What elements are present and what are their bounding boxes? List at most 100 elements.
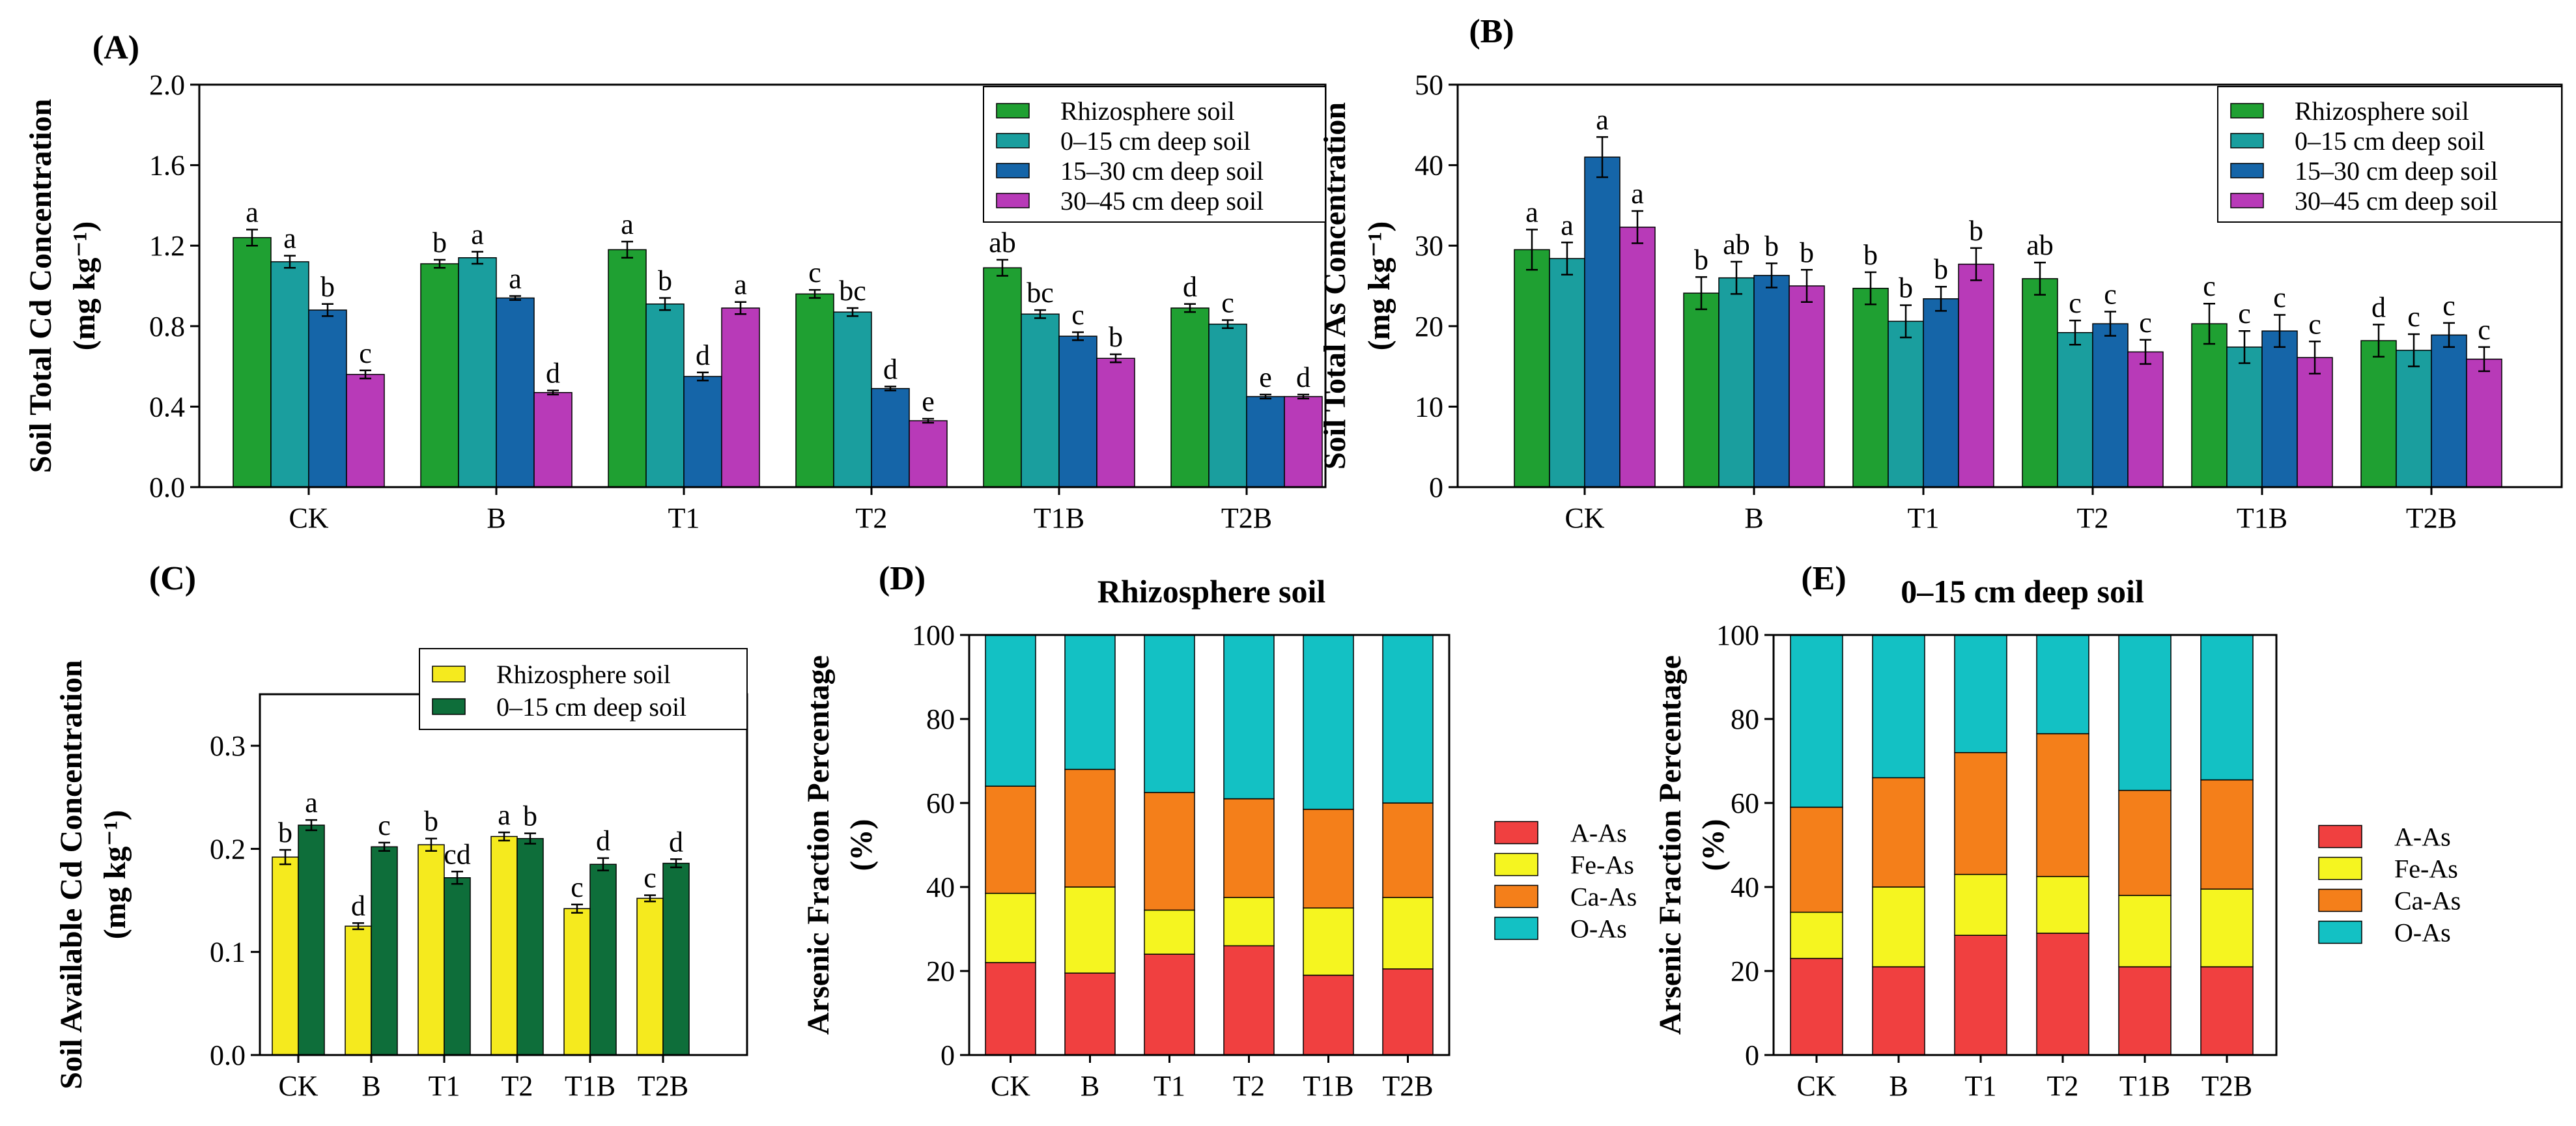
panel-label: (E) <box>1801 560 1846 597</box>
legend-label: Ca-As <box>2394 886 2461 916</box>
significance-label: c <box>2139 307 2152 339</box>
legend-label: 0–15 cm deep soil <box>496 692 686 722</box>
bar <box>1958 263 1994 488</box>
significance-label: b <box>523 800 537 832</box>
x-tick-label: T1 <box>668 502 700 534</box>
significance-label: c <box>644 862 657 894</box>
significance-label: b <box>278 817 292 849</box>
bar <box>645 303 685 488</box>
bar-segment <box>2036 634 2089 735</box>
bar-segment <box>2118 895 2172 968</box>
significance-label: a <box>471 218 484 250</box>
bar <box>233 237 272 488</box>
x-tick-label: T2B <box>638 1070 688 1102</box>
bar-segment <box>1303 907 1354 976</box>
significance-label: cd <box>444 838 471 870</box>
legend-label: O-As <box>2394 918 2451 948</box>
legend-swatch <box>432 666 466 683</box>
bar <box>496 297 535 488</box>
legend-swatch <box>1494 821 1538 845</box>
x-tick-label: T2 <box>2077 502 2109 534</box>
x-tick-label: CK <box>278 1070 318 1102</box>
y-tick-label: 50 <box>1415 69 1443 101</box>
significance-label: a <box>1561 209 1574 241</box>
y-axis-unit: (mg kg⁻¹) <box>98 810 132 939</box>
legend-box <box>419 648 748 730</box>
significance-label: c <box>1221 287 1234 319</box>
bar-segment <box>2200 779 2254 890</box>
plot-frame <box>1772 634 2278 1056</box>
significance-label: b <box>320 271 335 303</box>
significance-label: b <box>1694 244 1708 275</box>
bar <box>1683 292 1720 488</box>
bar-segment <box>1872 634 1925 779</box>
significance-label: a <box>1631 178 1644 210</box>
chart-panel-2: (B) Soil Total As Concentration (mg kg⁻¹) 0… <box>1318 13 2563 534</box>
y-tick-label: 40 <box>1731 871 1759 903</box>
significance-label: a <box>305 787 318 819</box>
significance-label: a <box>621 208 634 240</box>
bar <box>308 309 347 488</box>
significance-label: c <box>2442 290 2456 322</box>
significance-label: d <box>1183 271 1197 303</box>
panel-label: (B) <box>1469 13 1514 50</box>
significance-label: c <box>571 871 584 903</box>
significance-label: a <box>734 269 747 301</box>
y-axis-title: Soil Available Cd Concentration <box>54 660 89 1089</box>
bar <box>418 844 445 1056</box>
bar <box>983 267 1022 488</box>
bar-segment <box>1954 634 2007 753</box>
bar <box>721 307 760 488</box>
y-axis-title: Soil Total Cd Concentration <box>23 99 58 473</box>
bar <box>272 856 299 1056</box>
y-tick-label: 0.1 <box>210 936 246 968</box>
bar <box>2396 350 2432 488</box>
bar-segment <box>1954 873 2007 936</box>
bar <box>589 864 617 1056</box>
bar-segment <box>985 892 1036 963</box>
bar <box>1584 156 1621 488</box>
significance-label: a <box>1525 196 1538 228</box>
bar-segment <box>1790 806 1843 913</box>
y-axis-title: Arsenic Fraction Percentage <box>1653 655 1688 1035</box>
y-tick-label: 0.0 <box>149 472 185 503</box>
legend-swatch <box>996 133 1030 148</box>
y-axis-unit: (mg kg⁻¹) <box>1362 221 1396 350</box>
panel-label: (D) <box>879 560 926 597</box>
x-tick-label: CK <box>289 502 328 534</box>
bar-segment <box>2200 634 2254 781</box>
bar-segment <box>1954 752 2007 875</box>
bar-segment <box>1382 897 1434 970</box>
significance-label: ab <box>2026 229 2054 261</box>
y-tick-label: 0.8 <box>149 311 185 343</box>
y-tick-label: 100 <box>1716 619 1759 651</box>
bar-segment <box>2036 876 2089 934</box>
x-tick-label: T2B <box>1382 1070 1433 1102</box>
y-tick-label: 0 <box>1429 472 1443 503</box>
significance-label: d <box>546 358 560 389</box>
bar <box>2092 323 2129 488</box>
y-tick-label: 0.3 <box>210 730 246 762</box>
bar-segment <box>1144 909 1195 955</box>
significance-label: c <box>2104 279 2117 311</box>
legend-swatch <box>2318 824 2362 849</box>
significance-label: b <box>1764 230 1779 262</box>
bar <box>636 897 664 1056</box>
bar-segment <box>985 634 1036 787</box>
legend-label: Rhizosphere soil <box>2295 96 2469 126</box>
x-tick-label: T2 <box>856 502 888 534</box>
significance-label: ab <box>1723 229 1750 260</box>
bar <box>2022 278 2058 488</box>
x-tick-label: T1 <box>1154 1070 1185 1102</box>
significance-label: c <box>2273 281 2286 313</box>
bar-segment <box>985 962 1036 1056</box>
legend-label: Fe-As <box>2394 854 2458 884</box>
bar <box>2261 330 2298 488</box>
legend-swatch <box>1494 916 1538 940</box>
bar-segment <box>1303 808 1354 909</box>
bar-segment <box>1223 945 1275 1056</box>
y-tick-label: 100 <box>912 619 955 651</box>
legend-label: O-As <box>1570 914 1627 944</box>
